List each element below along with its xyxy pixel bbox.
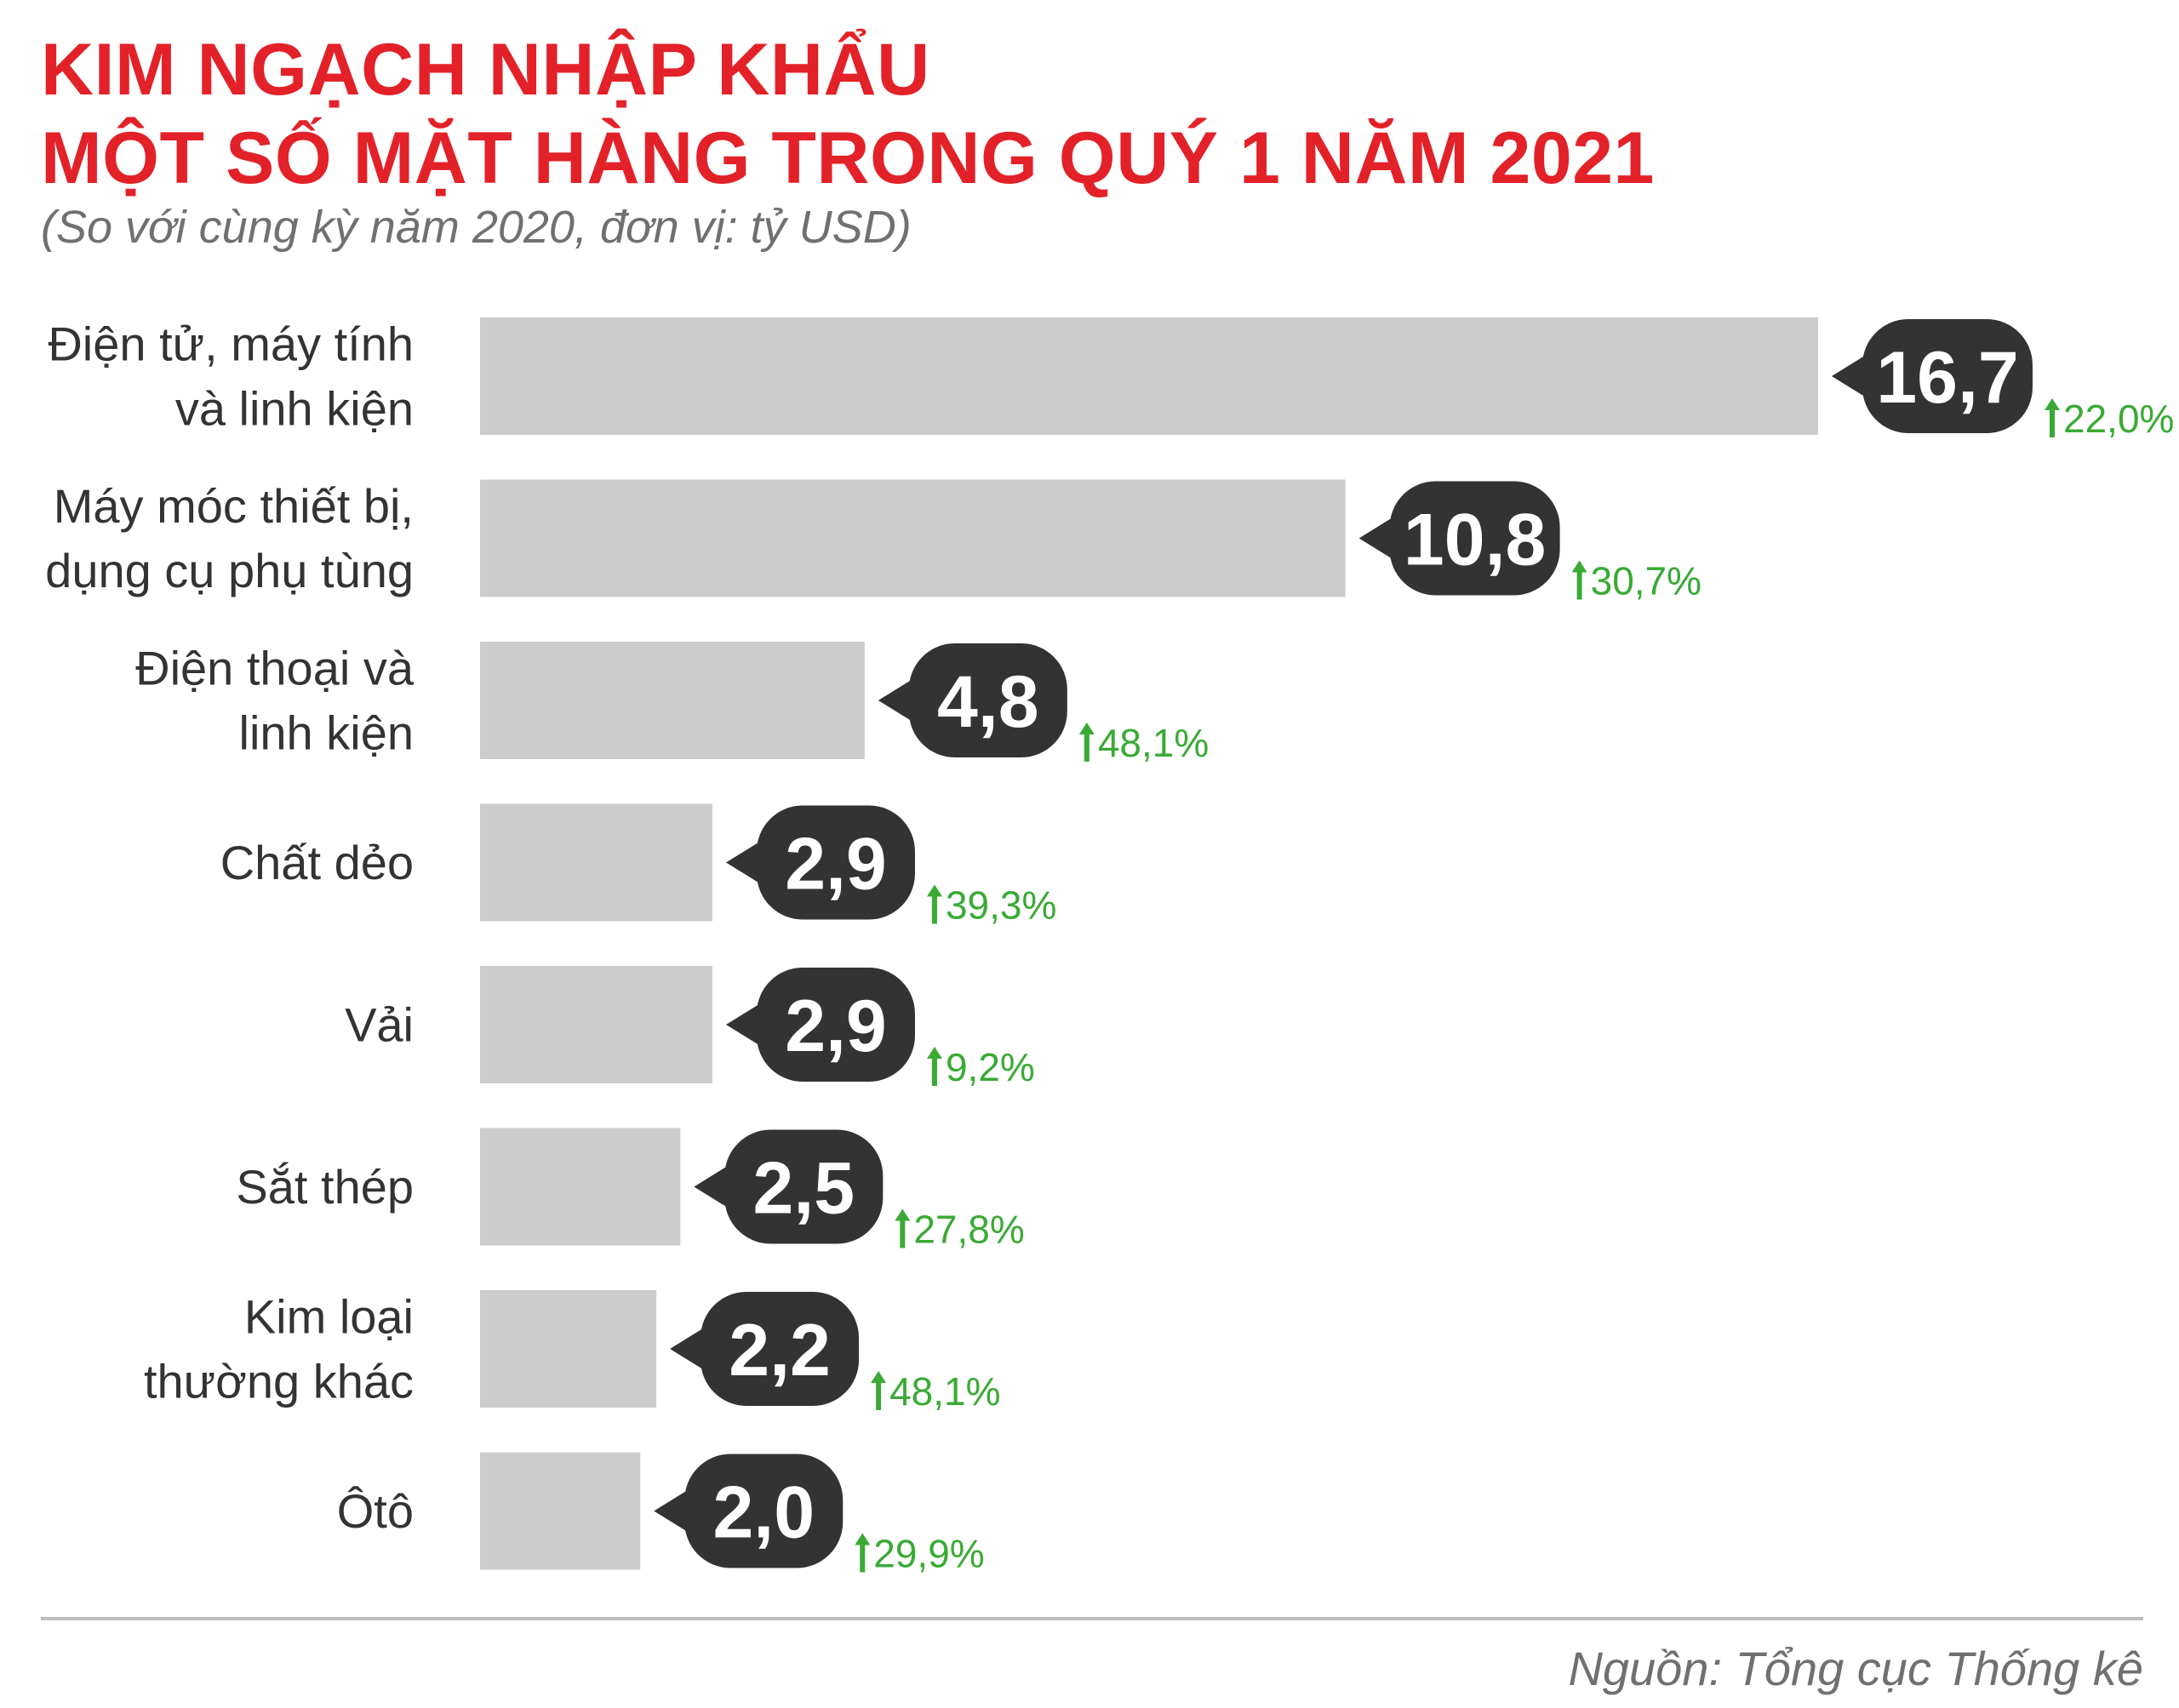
growth-label-8: 29,9% (873, 1532, 984, 1576)
up-arrow-head-icon-6 (895, 1208, 911, 1221)
category-label-7: Kim loại (244, 1290, 414, 1344)
growth-label-6: 27,8% (913, 1208, 1024, 1252)
up-arrow-head-icon-5 (926, 1047, 942, 1059)
bar-3 (480, 642, 865, 759)
growth-label-5: 9,2% (946, 1045, 1035, 1089)
value-bubble-pointer-5 (725, 1003, 762, 1047)
category-label-6: Sắt thép (236, 1160, 414, 1214)
value-bubble-1 (1862, 319, 2033, 433)
category-label-1: Điện tử, máy tính (48, 317, 414, 371)
value-bubble-pointer-4 (725, 840, 762, 885)
value-bubble-pointer-7 (670, 1327, 706, 1371)
up-arrow-head-icon-3 (1078, 723, 1095, 734)
bar-4 (480, 803, 712, 922)
value-label-6: 2,5 (753, 1148, 855, 1230)
value-label-7: 2,2 (729, 1310, 831, 1391)
value-bubble-8 (684, 1454, 844, 1568)
value-bubble-6 (724, 1129, 884, 1244)
up-arrow-head-icon-1 (2045, 398, 2060, 410)
bar-1 (480, 317, 1818, 435)
value-bubble-pointer-2 (1358, 516, 1395, 561)
value-bubble-5 (756, 968, 915, 1082)
category-label-2: Máy móc thiết bị, (54, 479, 414, 533)
bar-8 (480, 1452, 641, 1570)
bar-chart: Điện tử, máy tính và linh kiện 16,7 22,0% Má… (45, 317, 2174, 1576)
divider-rule (41, 1617, 2143, 1620)
value-label-1: 16,7 (1876, 337, 2018, 419)
value-bubble-pointer-1 (1832, 354, 1867, 398)
value-bubble-pointer-6 (694, 1164, 730, 1209)
category-label-3: linh kiện (239, 706, 414, 760)
chart-title: KIM NGẠCH NHẬP KHẨU MỘT SỐ MẶT HÀNG TRON… (41, 26, 1655, 203)
value-bubble-4 (756, 805, 915, 920)
growth-label-4: 39,3% (946, 883, 1056, 928)
category-label-5: Vải (345, 998, 414, 1052)
growth-label-2: 30,7% (1591, 559, 1701, 603)
growth-label-7: 48,1% (889, 1369, 1000, 1414)
up-arrow-head-icon-2 (1571, 560, 1587, 573)
category-label-1: và linh kiện (175, 382, 414, 436)
category-label-8: Ôtô (337, 1484, 414, 1538)
bar-7 (480, 1290, 657, 1408)
value-bubble-pointer-3 (878, 678, 914, 723)
value-bubble-7 (701, 1292, 860, 1406)
value-bubble-pointer-8 (654, 1488, 690, 1534)
category-label-2: dụng cụ phụ tùng (45, 544, 414, 597)
growth-label-1: 22,0% (2063, 397, 2174, 441)
value-label-5: 2,9 (785, 985, 887, 1067)
up-arrow-head-icon-4 (926, 884, 942, 897)
value-label-3: 4,8 (937, 661, 1039, 743)
value-bubble-2 (1389, 481, 1560, 596)
category-label-7: thường khác (144, 1355, 414, 1408)
bar-2 (480, 479, 1346, 597)
growth-label-3: 48,1% (1098, 721, 1209, 765)
bar-6 (480, 1128, 681, 1246)
source-note: Nguồn: Tổng cục Thống kê (1568, 1642, 2143, 1695)
category-label-4: Chất dẻo (220, 836, 414, 889)
value-label-2: 10,8 (1404, 500, 1546, 581)
value-label-4: 2,9 (785, 824, 887, 905)
title-line-2: MỘT SỐ MẶT HÀNG TRONG QUÝ 1 NĂM 2021 (41, 117, 1655, 199)
chart-subtitle: (So với cùng kỳ năm 2020, đơn vị: tỷ USD… (41, 202, 912, 253)
up-arrow-head-icon-8 (855, 1533, 871, 1545)
title-line-1: KIM NGẠCH NHẬP KHẨU (41, 29, 930, 111)
category-label-3: Điện thoại và (135, 642, 415, 695)
value-bubble-3 (908, 643, 1067, 757)
up-arrow-head-icon-7 (871, 1371, 887, 1383)
bar-5 (480, 966, 712, 1083)
value-label-8: 2,0 (712, 1472, 815, 1554)
